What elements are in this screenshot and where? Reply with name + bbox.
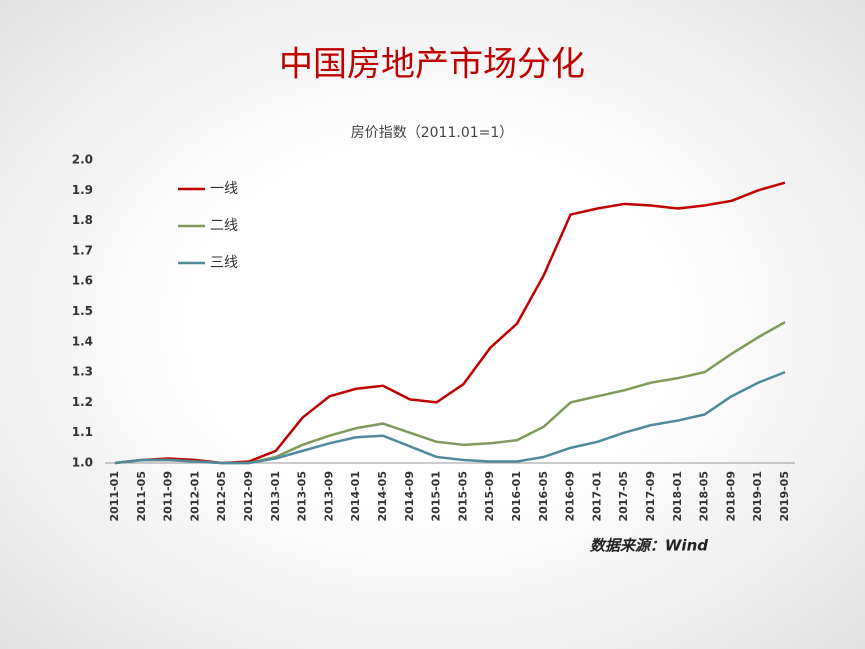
x-tick-label: 2017-09 [644, 471, 657, 522]
legend-label: 二线 [210, 218, 238, 234]
x-tick-label: 2014-09 [403, 471, 416, 522]
x-tick-label: 2016-09 [564, 471, 577, 522]
x-tick-label: 2017-05 [617, 471, 630, 522]
x-tick-label: 2012-05 [215, 471, 228, 522]
x-tick-label: 2012-01 [188, 471, 201, 522]
y-tick-label: 1.2 [72, 395, 93, 409]
x-tick-label: 2016-05 [537, 471, 550, 522]
x-tick-label: 2015-05 [456, 471, 469, 521]
series-line [114, 370, 786, 465]
y-tick-label: 1.0 [72, 456, 93, 470]
x-tick-label: 2015-01 [430, 471, 443, 522]
legend-label: 三线 [210, 255, 238, 271]
legend-label: 一线 [210, 181, 238, 197]
x-tick-label: 2011-09 [162, 471, 175, 522]
x-tick-label: 2011-01 [108, 471, 121, 522]
x-tick-label: 2016-01 [510, 471, 523, 522]
x-tick-label: 2011-05 [135, 471, 148, 522]
y-tick-label: 1.9 [72, 183, 93, 197]
x-tick-label: 2013-09 [322, 471, 335, 522]
y-tick-label: 1.4 [72, 334, 93, 348]
y-tick-label: 1.8 [72, 213, 93, 227]
chart-subtitle: 房价指数（2011.01=1） [351, 125, 514, 141]
x-tick-label: 2015-09 [483, 471, 496, 522]
y-tick-label: 1.3 [72, 365, 93, 379]
x-tick-label: 2013-05 [296, 471, 309, 522]
x-tick-label: 2018-01 [671, 471, 684, 522]
x-tick-label: 2012-09 [242, 471, 255, 522]
y-tick-label: 1.6 [72, 274, 93, 288]
x-tick-label: 2019-01 [751, 471, 764, 522]
y-tick-label: 2.0 [72, 153, 93, 167]
x-tick-label: 2013-01 [269, 471, 282, 522]
x-tick-label: 2019-05 [778, 471, 791, 522]
x-tick-label: 2018-09 [724, 471, 737, 522]
chart-title: 中国房地产市场分化 [279, 45, 585, 85]
y-tick-label: 1.1 [72, 425, 93, 439]
x-tick-label: 2017-01 [590, 471, 603, 522]
y-tick-label: 1.5 [72, 304, 93, 318]
x-tick-label: 2014-01 [349, 471, 362, 522]
x-tick-label: 2018-05 [698, 471, 711, 522]
x-tick-label: 2014-05 [376, 471, 389, 522]
source-note: 数据来源：Wind [590, 537, 708, 555]
y-tick-label: 1.7 [72, 243, 93, 257]
